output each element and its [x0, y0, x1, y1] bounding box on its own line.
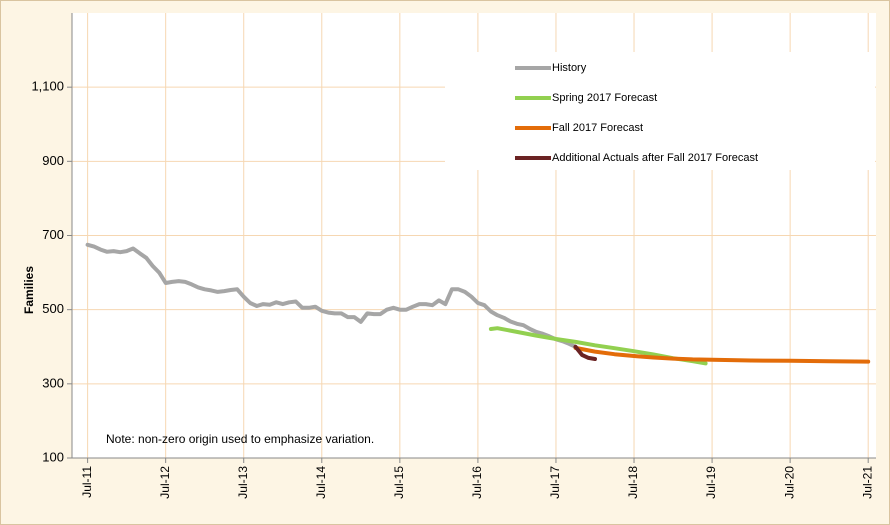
x-tick-label: Jul-11 [80, 466, 94, 498]
legend-label: Fall 2017 Forecast [552, 122, 643, 134]
y-tick-label: 500 [42, 301, 64, 316]
series-line [85, 242, 578, 349]
y-tick-label: 300 [42, 375, 64, 390]
series-line [573, 345, 871, 364]
x-tick-label: Jul-17 [548, 466, 562, 499]
y-tick-label: 900 [42, 153, 64, 168]
series-line [573, 344, 597, 361]
labels: 100 300 500 700 900 1,100 Jul-11 Jul-12 Jul-13 Ju… [31, 79, 874, 499]
x-tick-label: Jul-20 [782, 466, 796, 499]
x-tick-label: Jul-19 [704, 466, 718, 499]
legend-box [445, 52, 875, 170]
x-tick-label: Jul-18 [626, 466, 640, 499]
legend-label: History [552, 62, 587, 74]
x-tick-label: Jul-21 [860, 466, 874, 499]
y-tick-label: 700 [42, 227, 64, 242]
y-tick-label: 1,100 [31, 79, 64, 94]
x-tick-label: Jul-12 [158, 466, 172, 499]
x-tick-label: Jul-16 [470, 466, 484, 499]
annotation: Note: non-zero origin used to emphasize … [106, 432, 374, 446]
y-axis-label: Families [22, 266, 36, 314]
x-tick-label: Jul-15 [392, 466, 406, 499]
x-tick-label: Jul-13 [236, 466, 250, 499]
legend-label: Additional Actuals after Fall 2017 Forec… [552, 152, 758, 164]
x-tick-label: Jul-14 [314, 466, 328, 499]
legend-label: Spring 2017 Forecast [552, 92, 657, 104]
legend: History Spring 2017 Forecast Fall 2017 For… [515, 62, 758, 164]
lines [85, 242, 871, 366]
y-tick-label: 100 [42, 449, 64, 464]
